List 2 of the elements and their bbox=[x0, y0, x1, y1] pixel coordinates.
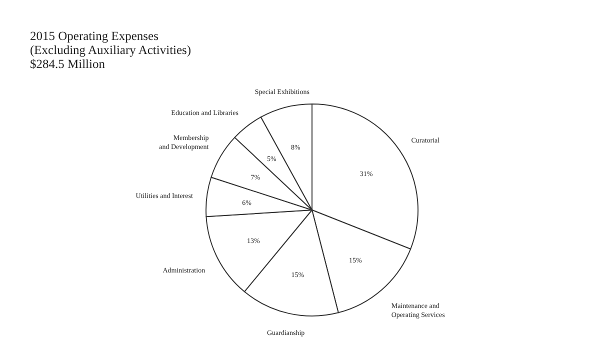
chart-title: 2015 Operating Expenses bbox=[30, 29, 159, 43]
chart-subtitle: (Excluding Auxiliary Activities) $284.5 Million bbox=[30, 43, 192, 71]
